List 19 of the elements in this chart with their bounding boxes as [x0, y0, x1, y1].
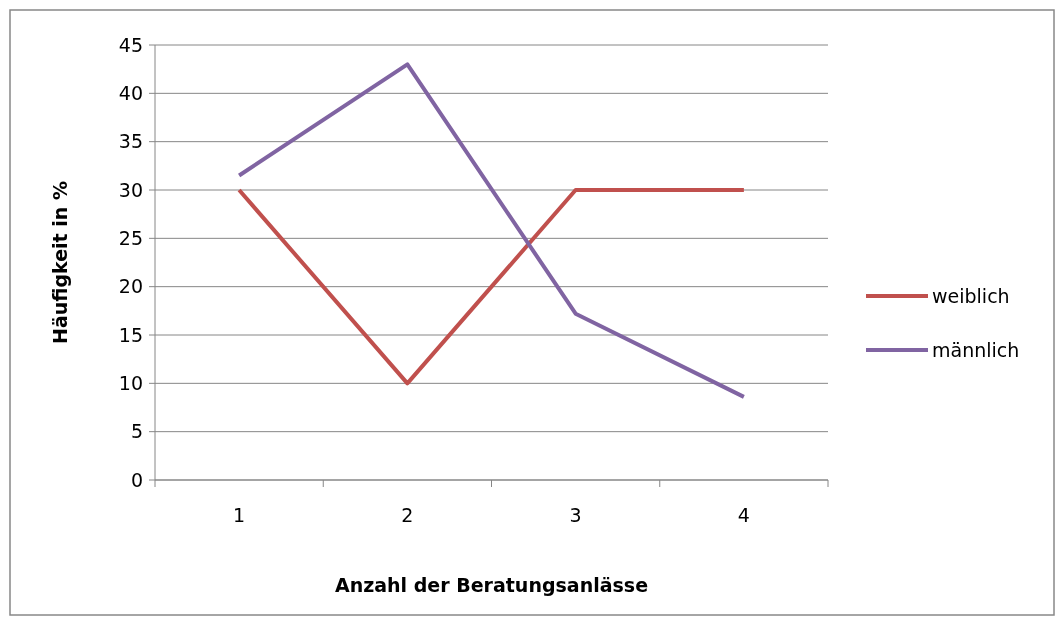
y-tick-label: 5: [130, 420, 143, 443]
x-tick-label: 2: [401, 504, 414, 526]
y-tick-label: 20: [118, 275, 143, 298]
line-series: [237, 62, 746, 399]
legend-label: weiblich: [932, 284, 1010, 307]
y-tick-label: 45: [118, 33, 143, 56]
x-tick-label: 3: [569, 504, 582, 526]
x-axis-title: Anzahl der Beratungsanlässe: [334, 574, 649, 596]
legend-label: männlich: [932, 338, 1020, 361]
y-tick-label: 15: [118, 323, 143, 346]
y-tick-label: 25: [118, 226, 143, 249]
y-axis-title: Häufigkeit in %: [49, 181, 71, 344]
y-tick-label: 0: [130, 468, 143, 491]
y-tick-label: 30: [118, 178, 143, 201]
y-tick-label: 40: [118, 81, 143, 104]
x-tick-label: 4: [737, 504, 750, 526]
y-tick-label: 10: [118, 371, 143, 394]
y-tick-label: 35: [118, 130, 143, 153]
x-tick-label: 1: [233, 504, 246, 526]
